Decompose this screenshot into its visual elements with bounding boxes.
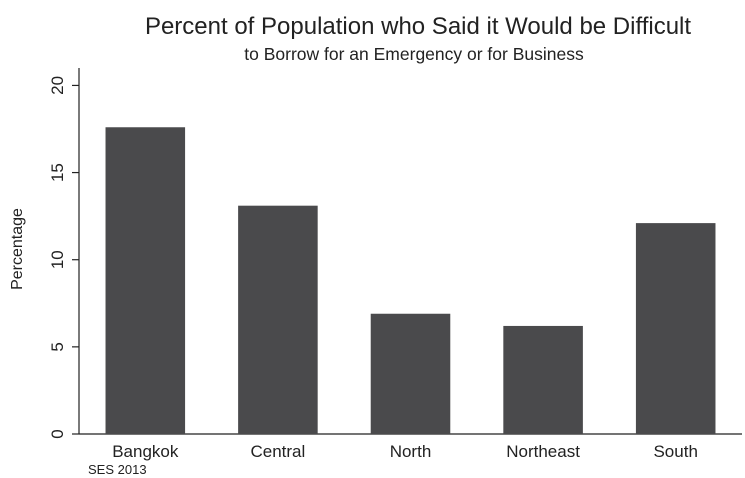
y-tick-label: 0	[48, 429, 67, 438]
y-tick-label: 20	[48, 76, 67, 95]
chart-title: Percent of Population who Said it Would …	[145, 13, 691, 40]
bar-central	[238, 205, 318, 434]
chart-subtitle: to Borrow for an Emergency or for Busine…	[244, 44, 584, 64]
y-tick-label: 5	[48, 342, 67, 351]
bar-south	[635, 223, 716, 434]
x-axis-ticks: Bangkok Central North Northeast South	[112, 442, 698, 461]
y-tick-label: 10	[48, 250, 67, 269]
y-tick-label: 15	[48, 163, 67, 182]
source-note: SES 2013	[88, 462, 147, 477]
bar-bangkok	[105, 127, 186, 434]
x-tick-label: Bangkok	[112, 442, 179, 461]
y-axis-label: Percentage	[9, 208, 26, 290]
x-tick-label: Central	[250, 442, 305, 461]
x-tick-label: Northeast	[506, 442, 580, 461]
x-tick-label: North	[390, 442, 432, 461]
bars-group	[105, 127, 716, 434]
bar-north	[370, 313, 451, 434]
bar-northeast	[503, 325, 583, 434]
x-tick-label: South	[653, 442, 697, 461]
y-axis-ticks: 0 5 10 15 20	[48, 76, 79, 439]
